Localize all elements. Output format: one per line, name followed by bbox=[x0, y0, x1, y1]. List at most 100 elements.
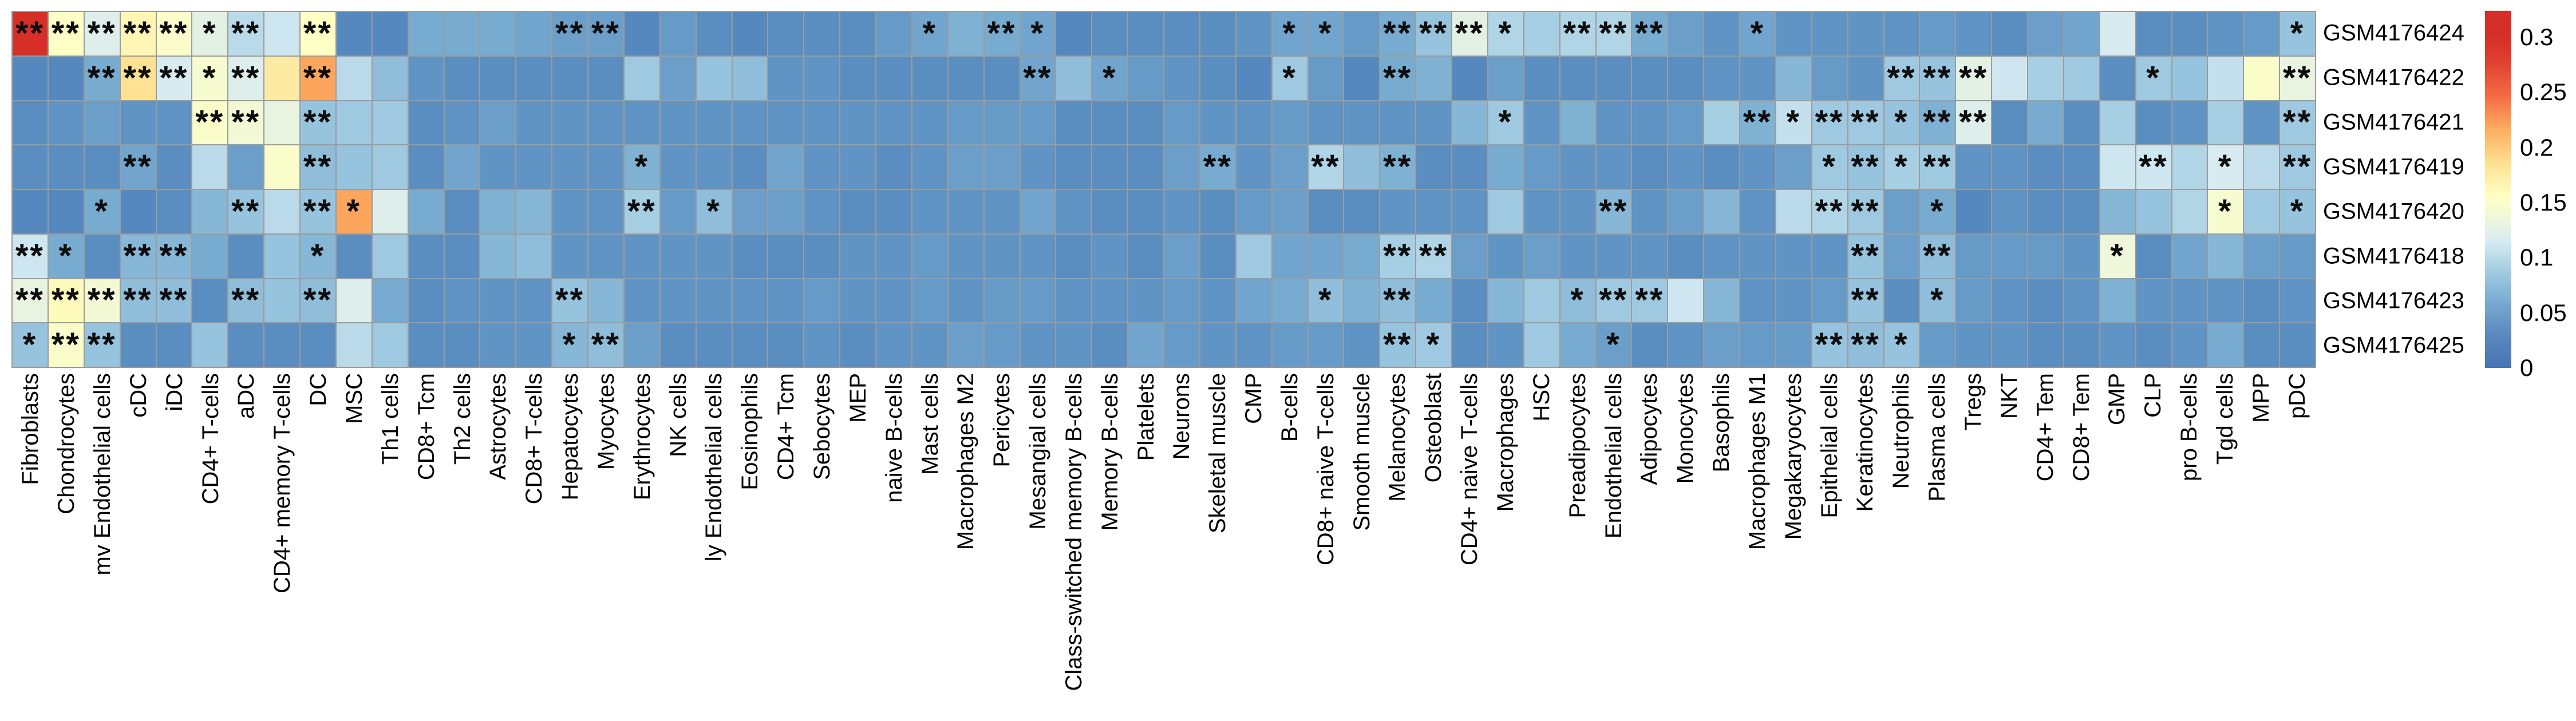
heatmap-cell bbox=[264, 56, 299, 100]
col-label: MSC bbox=[342, 373, 367, 424]
heatmap-cell bbox=[948, 234, 983, 278]
heatmap-cell: * bbox=[1884, 145, 1919, 189]
colorbar-tick-label: 0.3 bbox=[2520, 23, 2554, 50]
col-label: Myocytes bbox=[594, 373, 619, 470]
heatmap-cell bbox=[1092, 190, 1128, 233]
heatmap-cell bbox=[264, 190, 299, 233]
heatmap-cell bbox=[480, 101, 516, 145]
heatmap-cell bbox=[660, 279, 696, 323]
heatmap-cell bbox=[1308, 234, 1344, 278]
heatmap-cell bbox=[156, 145, 192, 189]
heatmap-cell bbox=[1740, 323, 1775, 367]
col-label: Neutrophils bbox=[1888, 373, 1914, 489]
heatmap-cell bbox=[480, 56, 516, 100]
heatmap-cell: ** bbox=[228, 190, 264, 233]
heatmap-cell bbox=[1812, 279, 1847, 323]
heatmap-cell bbox=[876, 323, 911, 367]
heatmap-cell: * bbox=[1272, 12, 1307, 56]
col-label: Smooth muscle bbox=[1349, 373, 1374, 531]
heatmap-cell: * bbox=[1272, 56, 1307, 100]
col-label: ly Endothelial cells bbox=[701, 373, 726, 561]
heatmap-cell bbox=[408, 279, 444, 323]
heatmap-cell bbox=[2100, 56, 2135, 100]
col-label-text: MPP bbox=[2248, 373, 2274, 423]
heatmap-cell bbox=[1128, 190, 1163, 233]
heatmap-cell: ** bbox=[1956, 56, 1992, 100]
heatmap-cell: ** bbox=[84, 279, 120, 323]
heatmap-cell bbox=[1992, 145, 2027, 189]
col-label: CLP bbox=[2140, 373, 2166, 418]
heatmap-cell: ** bbox=[1956, 101, 1992, 145]
heatmap-cell: ** bbox=[301, 145, 335, 189]
col-label: MPP bbox=[2249, 373, 2274, 423]
heatmap-cell bbox=[2172, 12, 2207, 56]
heatmap-cell: * bbox=[1776, 101, 1811, 145]
heatmap-cell bbox=[876, 145, 911, 189]
heatmap-cell bbox=[1740, 190, 1775, 233]
heatmap-cell bbox=[1992, 234, 2027, 278]
heatmap-cell: * bbox=[1884, 101, 1919, 145]
col-label-text: Class-switched memory B-cells bbox=[1061, 373, 1086, 691]
heatmap-cell bbox=[624, 323, 659, 367]
heatmap-cell bbox=[588, 234, 623, 278]
heatmap-cell bbox=[552, 101, 587, 145]
heatmap-cell bbox=[1776, 56, 1811, 100]
heatmap-cell: ** bbox=[2280, 56, 2315, 100]
heatmap-cell: * bbox=[912, 12, 947, 56]
col-label: Endothelial cells bbox=[1601, 373, 1626, 538]
heatmap-cell bbox=[48, 101, 84, 145]
col-label: Adipocytes bbox=[1637, 373, 1662, 485]
col-label: Erythrocytes bbox=[630, 373, 655, 500]
heatmap-cell bbox=[1056, 56, 1092, 100]
col-label: Fibroblasts bbox=[18, 373, 43, 485]
heatmap-cell bbox=[2028, 145, 2063, 189]
col-label: Th2 cells bbox=[450, 373, 475, 465]
col-label: iDC bbox=[162, 373, 187, 411]
heatmap-cell bbox=[1056, 323, 1092, 367]
heatmap-cell: ** bbox=[1596, 279, 1631, 323]
col-label: pDC bbox=[2285, 373, 2310, 419]
heatmap-cell bbox=[2208, 323, 2243, 367]
col-label-text: cDC bbox=[125, 373, 151, 418]
colorbar-gradient bbox=[2485, 11, 2511, 368]
heatmap-cell: ** bbox=[1740, 101, 1775, 145]
col-label: Macrophages M2 bbox=[953, 373, 978, 550]
heatmap-cell bbox=[120, 190, 156, 233]
heatmap-cell bbox=[1704, 12, 1739, 56]
heatmap-cell bbox=[1128, 56, 1163, 100]
heatmap-cell bbox=[48, 56, 84, 100]
heatmap-cell bbox=[1020, 190, 1056, 233]
heatmap-cell bbox=[840, 145, 875, 189]
heatmap-cell bbox=[1344, 323, 1380, 367]
heatmap-cell bbox=[1200, 101, 1235, 145]
heatmap-cell bbox=[480, 12, 516, 56]
col-label-text: CD8+ Tcm bbox=[413, 373, 439, 481]
heatmap-cell bbox=[13, 101, 48, 145]
heatmap-cell bbox=[13, 145, 48, 189]
heatmap-cell: ** bbox=[1920, 101, 1955, 145]
heatmap-cell: * bbox=[1920, 279, 1955, 323]
heatmap-cell: * bbox=[1920, 190, 1955, 233]
col-label-text: Macrophages bbox=[1493, 373, 1519, 512]
col-label: Tregs bbox=[1961, 373, 1986, 431]
heatmap-cell bbox=[1056, 190, 1092, 233]
heatmap-cell bbox=[1452, 145, 1487, 189]
heatmap-cell: ** bbox=[1848, 145, 1883, 189]
heatmap-cell bbox=[480, 145, 516, 189]
heatmap-cell: ** bbox=[1848, 234, 1883, 278]
heatmap-cell: ** bbox=[301, 101, 335, 145]
heatmap-cell bbox=[1164, 190, 1199, 233]
heatmap-cell bbox=[336, 145, 372, 189]
heatmap-cell bbox=[336, 279, 372, 323]
heatmap-cell bbox=[1524, 234, 1559, 278]
heatmap-cell bbox=[1740, 56, 1775, 100]
heatmap-cell: ** bbox=[1380, 56, 1416, 100]
heatmap-cell bbox=[948, 190, 983, 233]
heatmap-cell: ** bbox=[1380, 279, 1416, 323]
heatmap-cell bbox=[2136, 279, 2171, 323]
heatmap-cell bbox=[1380, 190, 1416, 233]
heatmap-cell bbox=[1164, 101, 1199, 145]
heatmap-cell bbox=[1560, 145, 1595, 189]
heatmap-cell: ** bbox=[301, 190, 335, 233]
heatmap-cell bbox=[120, 323, 156, 367]
